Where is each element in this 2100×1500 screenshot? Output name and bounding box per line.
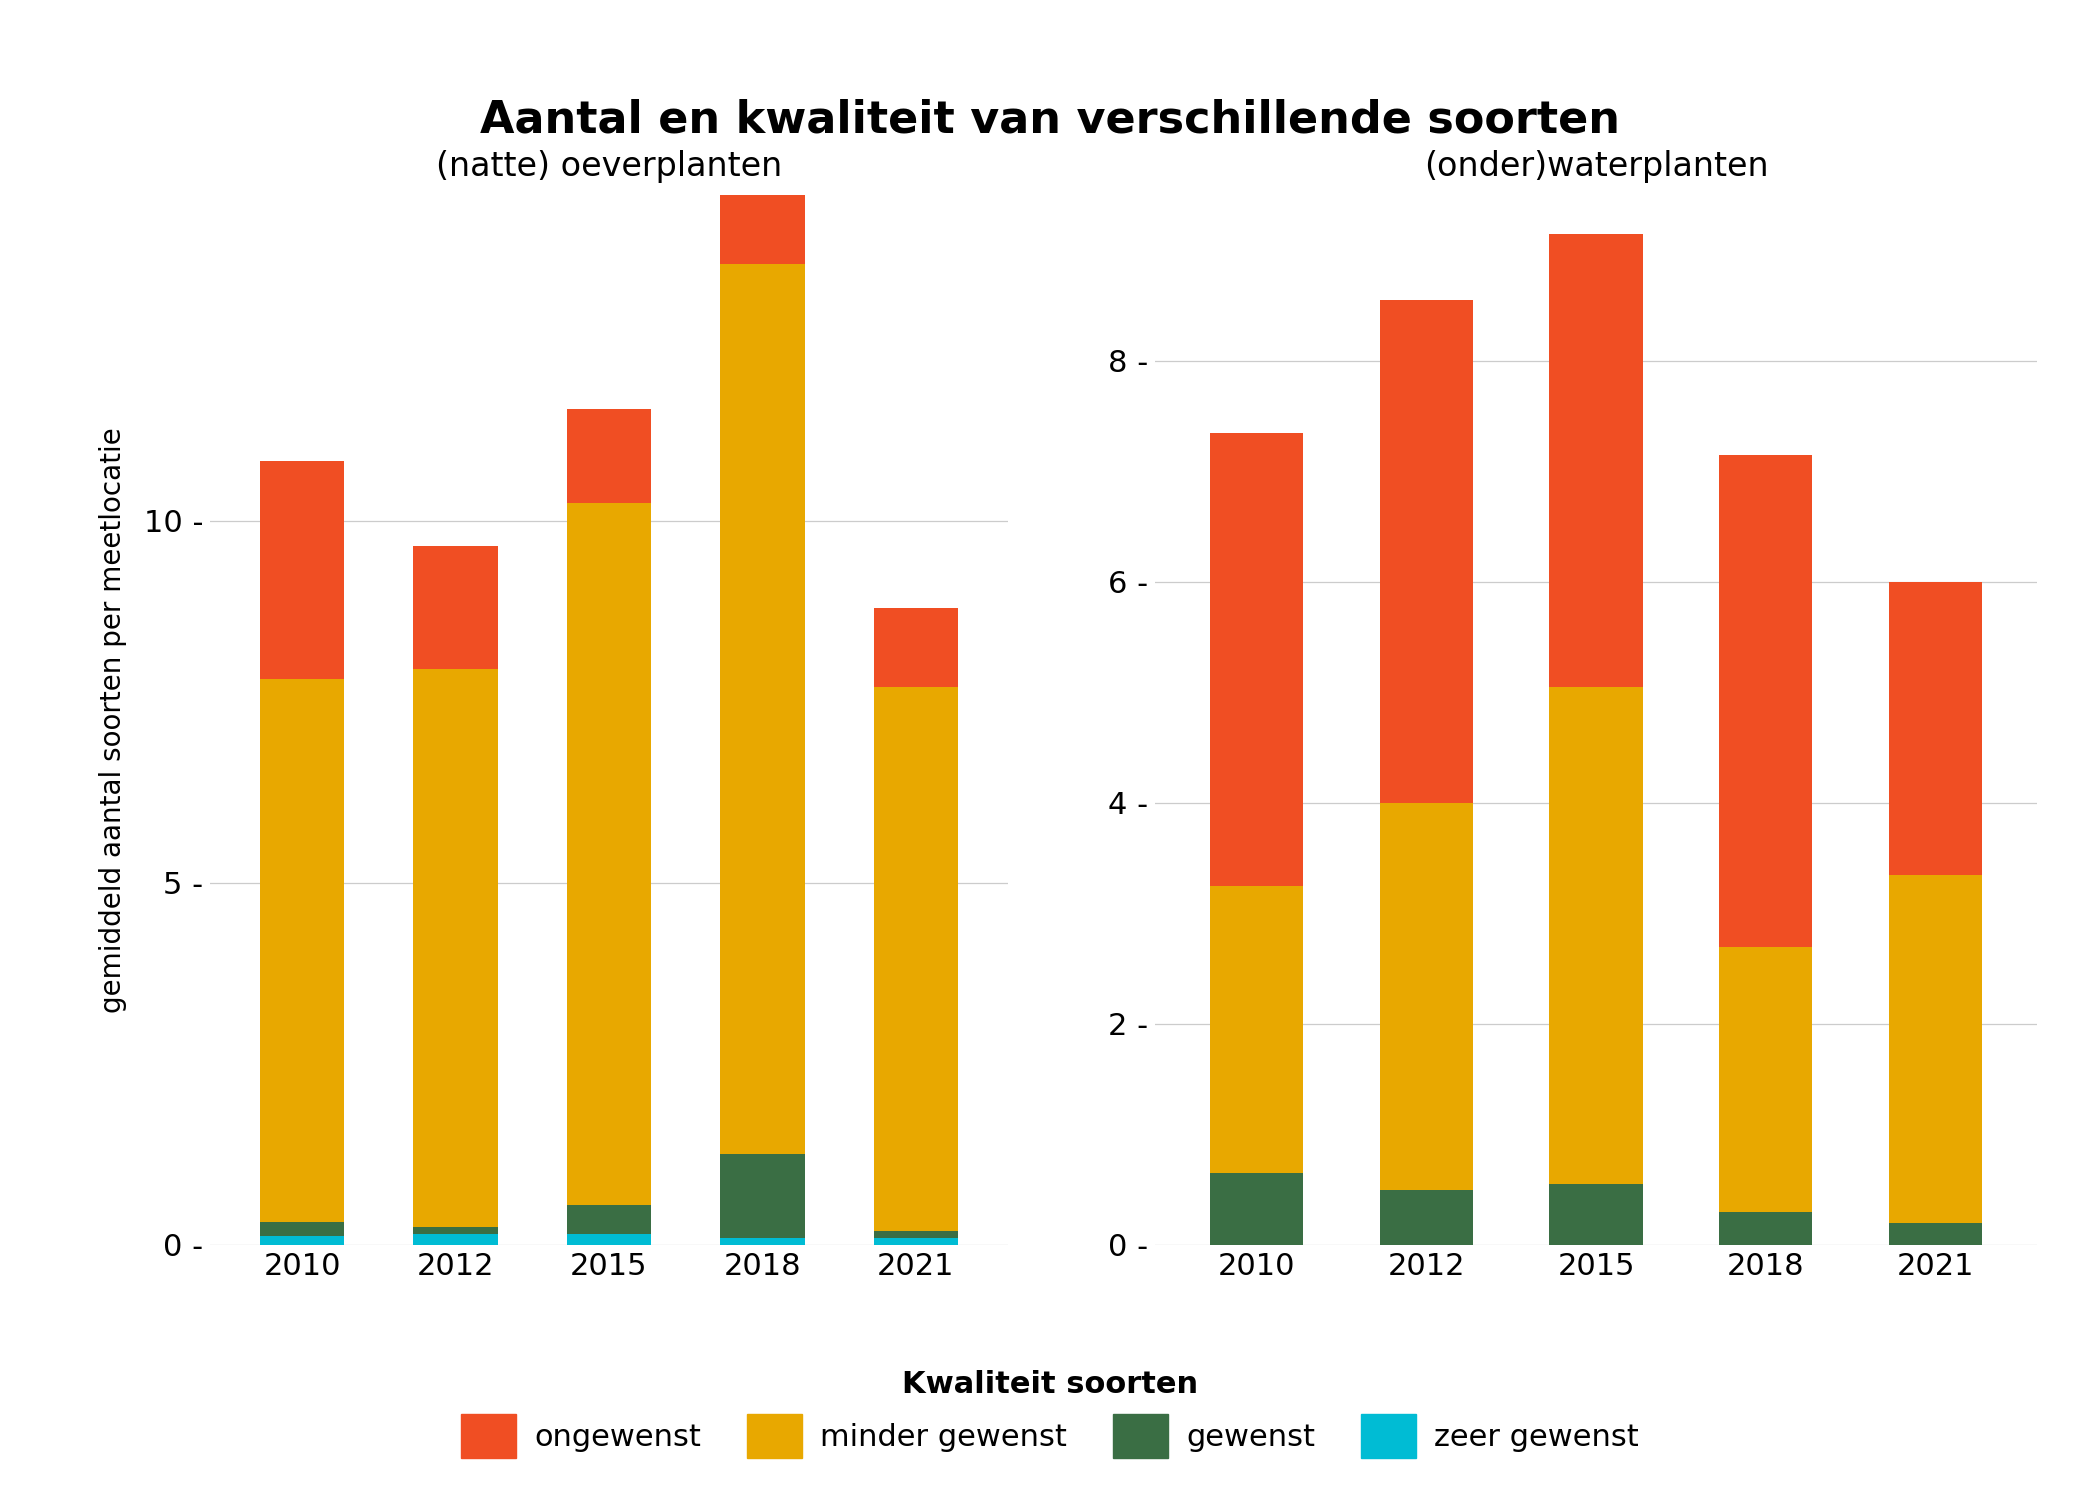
Bar — [720, 1238, 804, 1245]
Bar — [1210, 1173, 1304, 1245]
Bar — [414, 546, 498, 669]
Bar — [567, 1234, 651, 1245]
Bar — [1888, 1222, 1982, 1245]
Bar — [1550, 687, 1642, 1184]
Bar — [260, 1222, 344, 1236]
Bar — [260, 1236, 344, 1245]
Legend: ongewenst, minder gewenst, gewenst, zeer gewenst: ongewenst, minder gewenst, gewenst, zeer… — [449, 1358, 1651, 1470]
Bar — [414, 669, 498, 1227]
Bar — [1888, 582, 1982, 874]
Bar — [1380, 1190, 1472, 1245]
Bar — [1210, 886, 1304, 1173]
Bar — [1380, 300, 1472, 802]
Bar — [567, 503, 651, 1204]
Bar — [260, 462, 344, 678]
Bar — [567, 408, 651, 503]
Bar — [874, 1230, 958, 1238]
Bar — [1720, 454, 1812, 946]
Bar — [1720, 946, 1812, 1212]
Bar — [1720, 1212, 1812, 1245]
Title: (natte) oeverplanten: (natte) oeverplanten — [437, 150, 781, 183]
Bar — [1380, 802, 1472, 1190]
Bar — [414, 1234, 498, 1245]
Bar — [720, 192, 804, 264]
Bar — [874, 687, 958, 1230]
Bar — [1888, 874, 1982, 1222]
Bar — [1210, 432, 1304, 886]
Title: (onder)waterplanten: (onder)waterplanten — [1424, 150, 1768, 183]
Bar — [874, 608, 958, 687]
Y-axis label: gemiddeld aantal soorten per meetlocatie: gemiddeld aantal soorten per meetlocatie — [99, 427, 126, 1012]
Bar — [1550, 1184, 1642, 1245]
Bar — [720, 264, 804, 1155]
Bar — [260, 678, 344, 1222]
Bar — [1550, 234, 1642, 687]
Bar — [720, 1155, 804, 1238]
Bar — [567, 1204, 651, 1234]
Bar — [874, 1238, 958, 1245]
Bar — [414, 1227, 498, 1234]
Text: Aantal en kwaliteit van verschillende soorten: Aantal en kwaliteit van verschillende so… — [481, 99, 1619, 141]
